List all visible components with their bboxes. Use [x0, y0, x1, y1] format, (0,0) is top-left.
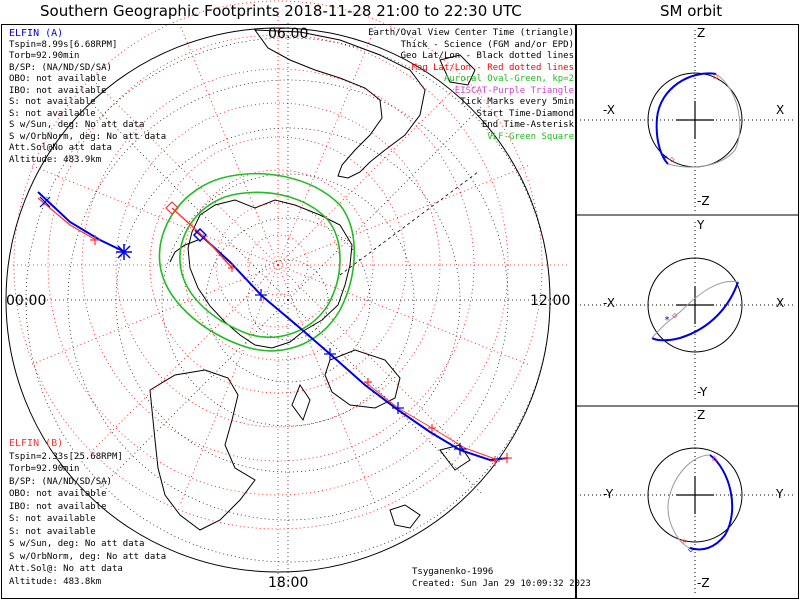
australia-coast	[324, 349, 401, 409]
panel2-left: -X	[603, 296, 615, 310]
island-coast-2	[439, 54, 476, 86]
orbit-frame	[576, 24, 799, 599]
svg-text:◇: ◇	[672, 311, 678, 321]
panel1-right: X	[776, 103, 785, 117]
orbit-panel-2: * ◇	[580, 222, 796, 402]
tick-marks-b	[90, 235, 512, 463]
africa-coast	[149, 369, 256, 531]
elfin-b-line: B/SP: (NA/ND/SD/SA)	[9, 476, 112, 487]
elfin-b-line: OBO: not available	[9, 489, 107, 499]
panel1-bottom: -Z	[697, 194, 710, 208]
panel2-top: Y	[697, 218, 705, 232]
elfin-a-line: S w/Sun, deg: No att data	[9, 120, 145, 130]
elfin-b-track-3	[364, 381, 499, 461]
elfin-a-line: Altitude: 483.9km	[9, 154, 102, 165]
svg-text:◇: ◇	[688, 545, 694, 555]
legend-item: Thick - Science (FGM and/or EPD)	[400, 39, 574, 50]
elfin-a-line: Att.Sol@No att data	[9, 143, 112, 153]
elfin-a-line: S w/OrbNorm, deg: No att data	[9, 131, 167, 142]
elfin-a-line: Torb=92.90min	[9, 51, 80, 61]
view-center-line	[339, 171, 479, 276]
elfin-b-name: ELFIN (B)	[9, 438, 64, 449]
clock-label-right: 12:00	[530, 293, 571, 309]
map-horizon	[5, 27, 551, 573]
end-asterisk-b	[490, 456, 500, 466]
panel1-top: Z	[697, 26, 706, 40]
elfin-b-line: Tspin=2.33s[25.68RPM]	[9, 451, 123, 462]
legend-item: Geo Lat/Lon - Black dotted lines	[400, 51, 574, 61]
start-diamond-b	[165, 201, 179, 215]
orbit-panel-1: △ * ◇	[580, 30, 796, 212]
auroral-oval	[158, 172, 355, 352]
elfin-b-line: Torb=92.90min	[9, 464, 80, 474]
coastlines	[149, 29, 476, 531]
svg-text:△: △	[712, 453, 718, 463]
legend-item: End Time-Asterisk	[481, 120, 574, 130]
legend-item: EISCAT-Purple Triangle	[454, 85, 574, 96]
elfin-b-track-1	[37, 197, 97, 241]
panel2-right: X	[776, 296, 785, 310]
clock-label-top: 06:00	[268, 26, 309, 42]
antarctica-coast	[187, 199, 353, 349]
elfin-b-line: IBO: not available	[9, 501, 107, 512]
svg-text:◇: ◇	[669, 155, 675, 165]
end-asterisk-a	[116, 244, 132, 260]
legend-item: Mag Lat/Lon - Red dotted lines	[411, 62, 574, 73]
elfin-a-line: S: not available	[9, 97, 96, 107]
panel3-right: Y	[776, 487, 784, 501]
model-label: Tsyganenko-1996	[412, 567, 494, 577]
elfin-b-line: Altitude: 483.8km	[9, 576, 102, 587]
elfin-b-line: Att.Sol@: No att data	[9, 564, 123, 574]
elfin-a-name: ELFIN (A)	[9, 28, 64, 39]
page-title: Southern Geographic Footprints 2018-11-2…	[40, 2, 522, 20]
clock-label-left: 00:00	[6, 293, 47, 309]
tick-marks-a	[39, 196, 466, 455]
map-frame	[1, 24, 576, 599]
panel1-left: -X	[603, 103, 615, 117]
elfin-b-line: S: not available	[9, 526, 96, 537]
panel3-left: -Y	[603, 487, 614, 501]
legend-item: Auroral Oval-Green, kp=2	[443, 74, 574, 84]
elfin-a-info: ELFIN (A) Tspin=8.99s[6.68RPM] Torb=92.9…	[9, 28, 166, 166]
svg-text:*: *	[662, 154, 668, 165]
elfin-a-line: B/SP: (NA/ND/SD/SA)	[9, 62, 112, 73]
madagascar-coast	[291, 383, 311, 422]
svg-text:△: △	[713, 71, 719, 81]
elfin-a-track-1	[37, 191, 126, 253]
elfin-b-line: S: not available	[9, 514, 96, 524]
legend-item: Earth/Oval View Center Time (triangle)	[368, 28, 574, 38]
svg-text:*: *	[681, 538, 687, 549]
legend-item: Tick Marks every 5min	[460, 97, 574, 107]
created-label: Created: Sun Jan 29 10:09:32 2023	[412, 579, 591, 589]
legend-item: VLF-Green Square	[487, 131, 574, 142]
clock-label-bottom: 18:00	[268, 575, 309, 591]
legend-item: Start Time-Diamond	[476, 108, 574, 119]
elfin-a-track-2	[194, 229, 509, 462]
elfin-a-line: IBO: not available	[9, 85, 107, 96]
elfin-b-info: ELFIN (B) Tspin=2.33s[25.68RPM] Torb=92.…	[9, 438, 166, 588]
elfin-b-line: S w/Sun, deg: No att data	[9, 539, 145, 549]
elfin-a-line: OBO: not available	[9, 74, 107, 84]
start-diamond-a	[192, 227, 208, 243]
orbit-title: SM orbit	[660, 2, 723, 20]
elfin-b-line: S w/OrbNorm, deg: No att data	[9, 551, 167, 562]
elfin-a-line: Tspin=8.99s[6.68RPM]	[9, 39, 118, 50]
orbit-panel-3: △ * ◇	[580, 412, 796, 595]
legend: Earth/Oval View Center Time (triangle) T…	[368, 28, 574, 143]
island-coast	[389, 504, 421, 529]
panel3-bottom: -Z	[697, 576, 710, 590]
svg-text:*: *	[664, 315, 670, 326]
panel2-bottom: -Y	[697, 385, 708, 399]
elfin-a-line: S: not available	[9, 108, 96, 119]
panel3-top: Z	[697, 408, 706, 422]
elfin-b-track-2	[171, 207, 233, 269]
south-america-coast	[253, 29, 426, 179]
